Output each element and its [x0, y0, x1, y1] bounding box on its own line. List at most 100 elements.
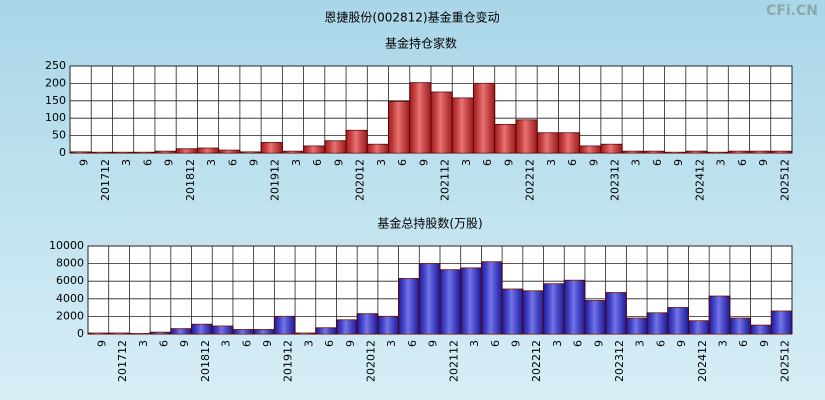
x-tick-label: 6 [226, 159, 239, 166]
x-tick-label: 3 [220, 340, 233, 347]
bar-shade [749, 151, 771, 153]
chart-title: 基金持仓家数 [385, 36, 457, 51]
bar-shade [377, 316, 399, 334]
bar-shade [295, 333, 316, 334]
x-tick-label: 202012 [365, 340, 378, 382]
x-tick-label: 202212 [530, 340, 543, 382]
bar-shade [522, 290, 544, 334]
bar-shade [728, 151, 750, 153]
bar-shade [191, 324, 213, 334]
bar-shade [282, 151, 304, 153]
bar-shade [324, 140, 347, 153]
x-tick-label: 9 [95, 340, 108, 347]
x-tick-label: 202312 [609, 159, 622, 201]
x-tick-label: 9 [592, 340, 605, 347]
bar-shade [750, 325, 772, 334]
x-tick-label: 202412 [693, 159, 706, 201]
bar-shade [133, 152, 155, 153]
bar-shade [709, 296, 730, 334]
x-tick-label: 6 [141, 159, 154, 166]
bar-shade [543, 283, 565, 334]
x-tick-label: 6 [481, 159, 494, 166]
x-tick-label: 9 [757, 159, 770, 166]
page-title: 恩捷股份(002812)基金重仓变动 [324, 10, 499, 25]
chart-title: 基金总持股数(万股) [377, 216, 482, 231]
x-tick-label: 9 [332, 159, 345, 166]
bar-shade [388, 101, 410, 153]
x-tick-label: 6 [489, 340, 502, 347]
x-tick-label: 9 [417, 159, 430, 166]
bar-shade [261, 142, 283, 153]
bar-shade [367, 144, 389, 153]
bar-shade [357, 313, 378, 334]
bar-shade [431, 92, 453, 153]
x-tick-label: 202212 [524, 159, 537, 201]
x-tick-label: 202512 [779, 340, 792, 382]
bar-shade [112, 152, 134, 153]
bar-shade [346, 130, 368, 153]
y-tick-label: 150 [45, 94, 66, 107]
x-tick-label: 3 [290, 159, 303, 166]
x-tick-label: 6 [396, 159, 409, 166]
y-tick-label: 6000 [56, 274, 84, 287]
bar-shade [667, 307, 689, 334]
bar-shade [176, 148, 198, 153]
bar-shade [91, 152, 113, 153]
bar-shade [622, 151, 644, 153]
x-tick-label: 3 [205, 159, 218, 166]
bar-shade [605, 292, 627, 334]
x-tick-label: 3 [545, 159, 558, 166]
bar-shade [398, 278, 420, 334]
x-tick-label: 9 [261, 340, 274, 347]
x-tick-label: 3 [385, 340, 398, 347]
x-tick-label: 9 [672, 159, 685, 166]
x-tick-label: 3 [715, 159, 728, 166]
watermark: CFi.CN [766, 3, 818, 19]
bar-shade [154, 151, 177, 153]
bar-shade [494, 124, 516, 153]
y-tick-label: 50 [52, 129, 66, 142]
x-tick-label: 3 [468, 340, 481, 347]
x-tick-label: 3 [717, 340, 730, 347]
x-tick-label: 202112 [447, 340, 460, 382]
x-tick-label: 202012 [354, 159, 367, 201]
x-tick-label: 9 [675, 340, 688, 347]
bar-shade [218, 150, 240, 153]
bar-shade [70, 151, 92, 153]
bar-shade [481, 261, 503, 334]
x-tick-label: 3 [302, 340, 315, 347]
bar-shade [664, 152, 686, 153]
x-tick-label: 9 [163, 159, 176, 166]
y-tick-label: 10000 [49, 239, 84, 252]
bar-shade [707, 152, 729, 153]
bar-shade [108, 333, 130, 334]
x-tick-label: 9 [758, 340, 771, 347]
x-tick-label: 201712 [116, 340, 129, 382]
x-tick-label: 9 [78, 159, 91, 166]
bar-shade [239, 151, 262, 153]
bar-shade [212, 326, 233, 334]
bar-shade [729, 318, 751, 334]
x-tick-label: 9 [344, 340, 357, 347]
bar-shade [440, 269, 461, 334]
x-tick-label: 201812 [199, 340, 212, 382]
x-tick-label: 9 [248, 159, 261, 166]
x-tick-label: 3 [551, 340, 564, 347]
bar-shade [600, 144, 623, 153]
bar-shade [253, 329, 275, 334]
x-tick-label: 6 [654, 340, 667, 347]
bar-shade [274, 316, 296, 334]
bar-shade [502, 289, 523, 334]
x-tick-label: 6 [736, 159, 749, 166]
x-tick-label: 6 [572, 340, 585, 347]
bar-shade [564, 280, 585, 334]
x-tick-label: 3 [375, 159, 388, 166]
x-tick-label: 3 [120, 159, 133, 166]
bar-shade [515, 119, 538, 153]
bar-shade [626, 318, 648, 334]
bar-shade [771, 311, 792, 334]
x-tick-label: 202112 [439, 159, 452, 201]
bar-shade [473, 83, 495, 153]
x-tick-label: 6 [566, 159, 579, 166]
x-tick-label: 6 [311, 159, 324, 166]
